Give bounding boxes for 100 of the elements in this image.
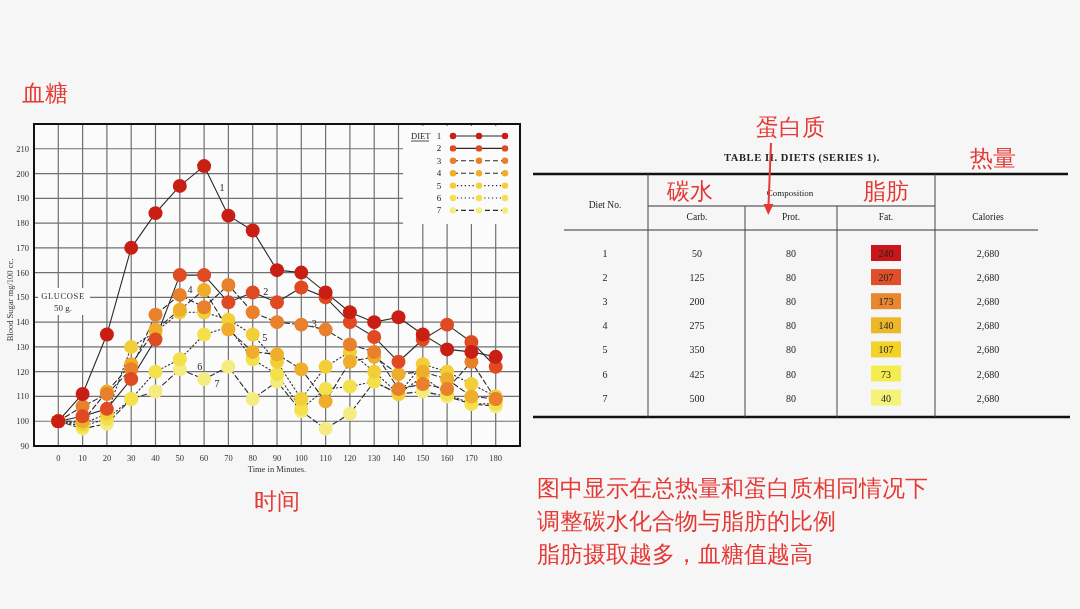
cell: 80	[786, 368, 796, 380]
text: 碳水	[666, 178, 713, 204]
legend-label: 4	[436, 168, 442, 179]
cell: 50	[692, 248, 702, 259]
cell: 125	[689, 272, 705, 284]
text: 蛋白质	[755, 114, 825, 140]
data-label: 240	[878, 248, 894, 259]
y-tick-label: 130	[16, 341, 29, 352]
cell: 107	[871, 341, 901, 358]
y-tick-label: 170	[16, 242, 29, 253]
x-axis-title: Time in Minutes.	[247, 464, 307, 474]
x-tick-label: 80	[248, 453, 257, 463]
text: 脂肪摄取越多，血糖值越高	[537, 541, 813, 567]
x-tick-label: 20	[102, 453, 112, 463]
cell: 2,680	[976, 368, 1000, 380]
data-label: 107	[878, 344, 894, 356]
data-label: 173	[878, 296, 894, 308]
y-tick-label: 7	[602, 392, 608, 404]
x-tick-label: 90	[272, 453, 282, 463]
x-tick-label: 100	[294, 453, 308, 463]
y-tick-label: 190	[16, 193, 29, 204]
data-label: 207	[878, 272, 894, 284]
data-label: 140	[878, 320, 894, 332]
cell: 80	[786, 296, 796, 308]
cell: 40	[871, 389, 901, 406]
cell: 350	[689, 344, 705, 356]
y-tick-label: 110	[16, 391, 29, 402]
y-tick-label: 120	[16, 366, 29, 377]
legend-label: 1	[436, 131, 442, 141]
text: 时间	[254, 488, 300, 514]
cell: 275	[689, 320, 705, 332]
legend-label: 2	[436, 143, 442, 154]
x-tick-label: 110	[319, 453, 332, 463]
x-tick-label: Calories	[972, 212, 1005, 222]
data-label: 40	[881, 392, 891, 404]
cell: 80	[786, 392, 796, 404]
cell: 2,680	[976, 320, 1000, 332]
y-tick-label: 1	[602, 248, 608, 259]
x-tick-label: 120	[343, 453, 357, 463]
text: 3	[311, 317, 317, 329]
x-tick-label: 150	[416, 453, 430, 463]
cell: 2,680	[976, 296, 1000, 308]
legend-title: DIET	[411, 131, 432, 141]
cell: 2,680	[976, 248, 1000, 259]
x-tick-label: 160	[440, 453, 454, 463]
text: 1	[219, 182, 225, 194]
x-tick-label: Fat.	[878, 212, 894, 222]
cell: 73	[871, 365, 901, 382]
x-tick-label: 50	[175, 453, 185, 463]
x-tick-label: 60	[199, 453, 209, 463]
y-tick-label: 160	[16, 267, 29, 278]
text: 血糖	[22, 80, 68, 106]
cell: 80	[786, 320, 796, 332]
text: 2	[263, 286, 269, 298]
text: 调整碳水化合物与脂肪的比例	[537, 508, 836, 534]
text: 热量	[970, 145, 1016, 171]
cell: 200	[689, 296, 705, 308]
legend-label: 7	[436, 205, 442, 216]
x-tick-label: 140	[392, 453, 405, 463]
x-tick-label: 30	[126, 453, 136, 463]
cell: 140	[871, 317, 901, 334]
x-tick-label: 130	[367, 453, 381, 463]
text: 脂肪	[863, 178, 909, 204]
y-axis-title: Diet No.	[588, 200, 622, 210]
y-tick-label: 4	[602, 320, 608, 332]
legend-label: 6	[436, 193, 442, 203]
y-tick-label: 100	[16, 416, 29, 427]
text: 7	[214, 378, 220, 390]
x-tick-label: 10	[78, 453, 87, 463]
cell: 500	[689, 392, 705, 404]
y-tick-label: 200	[16, 168, 29, 179]
x-tick-label: Prot.	[781, 212, 801, 222]
y-tick-label: 210	[16, 143, 29, 154]
y-tick-label: 140	[16, 317, 29, 328]
cell: 207	[871, 269, 901, 286]
x-tick-label: 180	[489, 453, 503, 463]
text: 5	[262, 331, 268, 343]
cell: 2,680	[976, 392, 1000, 404]
y-tick-label: 150	[16, 292, 29, 303]
legend-label: 3	[436, 155, 442, 166]
cell: 2,680	[976, 272, 1000, 284]
cell: 425	[689, 368, 705, 380]
x-tick-label: Carb.	[686, 212, 708, 222]
cell: 80	[786, 248, 796, 259]
x-tick-label: 70	[224, 453, 233, 463]
cell: 2,680	[976, 344, 1000, 356]
x-tick-label: 40	[151, 453, 160, 463]
y-tick-label: 2	[602, 272, 608, 284]
data-label: 73	[881, 368, 891, 380]
text: 4	[187, 283, 193, 295]
cell: 240	[871, 245, 901, 261]
cell: 173	[871, 293, 901, 310]
legend-label: 5	[436, 180, 442, 191]
cell: 80	[786, 344, 796, 356]
x-tick-label: 170	[465, 453, 478, 463]
text: 图中显示在总热量和蛋白质相同情况下	[537, 475, 928, 501]
y-tick-label: 90	[20, 441, 29, 451]
y-tick-label: 6	[602, 368, 608, 380]
y-tick-label: 5	[602, 344, 608, 356]
y-tick-label: 3	[602, 296, 608, 308]
